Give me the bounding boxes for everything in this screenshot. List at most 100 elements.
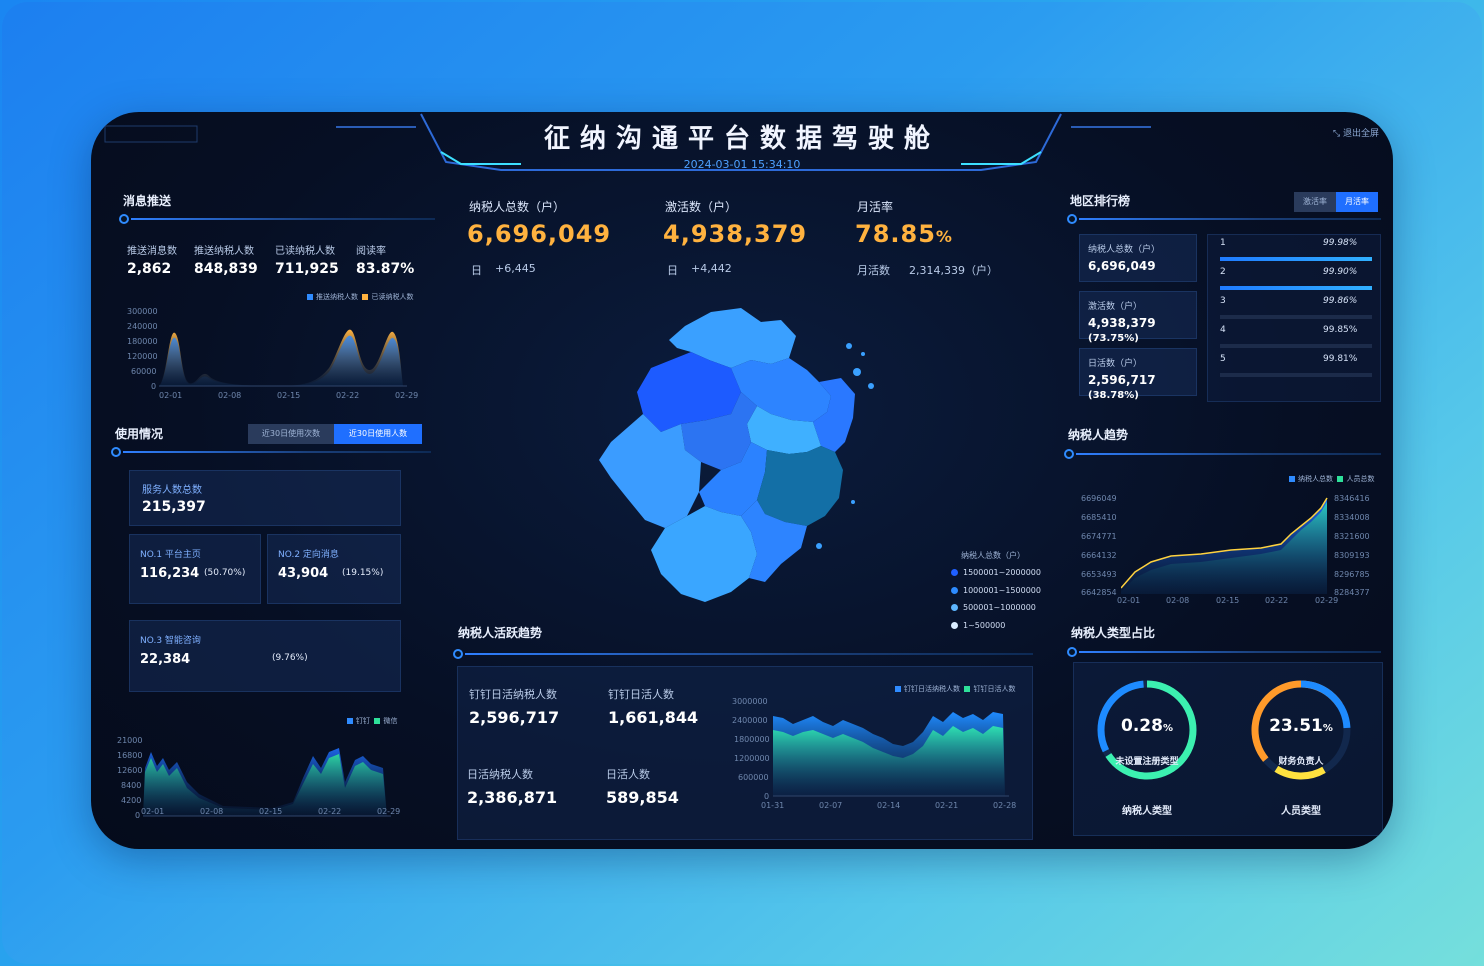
section-dot-icon: [1067, 647, 1077, 657]
section-dot-icon: [1064, 449, 1074, 459]
map-region[interactable]: [681, 392, 757, 470]
usage-chart: [143, 748, 391, 817]
tab-usage-count[interactable]: 近30日使用次数: [248, 424, 334, 444]
kpi-value: 6,696,049: [467, 220, 612, 248]
fullscreen-icon: ⤡: [1332, 129, 1343, 139]
page-title: 征纳沟通平台数据驾驶舱: [543, 124, 940, 154]
chart-legend: 纳税人总数 人员总数: [1289, 474, 1374, 484]
stat-value: 2,862: [127, 261, 172, 277]
header-decoration: [104, 113, 1151, 171]
section-dot-icon: [453, 649, 463, 659]
map-region[interactable]: [757, 446, 843, 526]
chart-legend: 钉钉日活纳税人数 钉钉日活人数: [895, 684, 1015, 694]
usage-item-card: NO.2 定向消息 43,904 (19.15%): [267, 534, 401, 604]
ring-label: 未设置注册类型: [1115, 757, 1179, 767]
stat-label: 已读纳税人数: [275, 246, 335, 257]
stat-value: 2,596,717: [469, 708, 560, 727]
rank-value: 99.90%: [1323, 267, 1358, 277]
rank-bar: [1220, 257, 1372, 261]
ring-value: 23.51%: [1269, 716, 1333, 736]
stat-value: 1,661,844: [608, 708, 699, 727]
dashboard-screen: 征纳沟通平台数据驾驶舱 2024-03-01 15:34:10 ⤡ 退出全屏 消…: [91, 112, 1393, 849]
tab-monthly-active-rate[interactable]: 月活率: [1336, 192, 1378, 212]
section-divider: [1079, 218, 1381, 220]
staff-type-ring: [1251, 680, 1351, 780]
rank-value: 99.85%: [1323, 325, 1358, 335]
ring-caption: 人员类型: [1281, 806, 1321, 817]
map-region[interactable]: [699, 442, 767, 516]
section-divider: [1076, 453, 1381, 455]
kpi-value: 4,938,379: [663, 220, 808, 248]
ring-caption: 纳税人类型: [1122, 806, 1172, 817]
province-map[interactable]: [581, 302, 901, 622]
region-card: 日活数（户） 2,596,717 (38.78%): [1079, 348, 1197, 401]
section-divider: [131, 218, 435, 220]
rank-no: 4: [1220, 325, 1226, 335]
rank-no: 5: [1220, 354, 1226, 364]
kpi-sub-prefix: 日: [667, 264, 678, 277]
rank-bar: [1220, 286, 1372, 290]
map-region[interactable]: [669, 308, 796, 368]
type-ratio-title: 纳税人类型占比: [1071, 626, 1156, 640]
message-push-title: 消息推送: [123, 194, 172, 208]
rank-value: 99.98%: [1323, 238, 1358, 248]
section-divider: [1079, 651, 1381, 653]
kpi-label: 月活率: [857, 200, 894, 214]
tab-usage-users[interactable]: 近30日使用人数: [334, 424, 422, 444]
map-legend-item: 1~500000: [951, 621, 1005, 630]
map-region[interactable]: [741, 500, 807, 582]
active-trend-title: 纳税人活跃趋势: [458, 626, 543, 640]
message-push-chart: [159, 329, 407, 387]
kpi-sub: +6,445: [495, 262, 536, 275]
section-divider: [465, 653, 1033, 655]
stat-value: 2,386,871: [467, 788, 558, 807]
stat-label: 日活人数: [606, 768, 650, 781]
chart-legend: 推送纳税人数 已读纳税人数: [307, 292, 413, 302]
ring-value: 0.28%: [1121, 716, 1173, 736]
map-legend-item: 1000001~1500000: [951, 586, 1041, 595]
region-card: 纳税人总数（户） 6,696,049: [1079, 234, 1197, 282]
exit-fullscreen-button[interactable]: ⤡ 退出全屏: [1332, 129, 1379, 139]
map-region[interactable]: [599, 414, 701, 528]
rank-no: 3: [1220, 296, 1226, 306]
taxpayer-trend-chart: [1121, 497, 1328, 594]
kpi-sub-prefix: 日: [471, 264, 482, 277]
map-legend-item: 1500001~2000000: [951, 568, 1041, 577]
kpi-sub: 2,314,339（户）: [909, 264, 998, 277]
map-region[interactable]: [651, 506, 757, 602]
kpi-sub: +4,442: [691, 262, 732, 275]
section-dot-icon: [1067, 214, 1077, 224]
map-region[interactable]: [813, 378, 855, 452]
map-legend-item: 500001~1000000: [951, 603, 1036, 612]
datetime: 2024-03-01 15:34:10: [683, 158, 801, 171]
stat-label: 日活纳税人数: [467, 768, 533, 781]
stat-value: 589,854: [606, 788, 679, 807]
stat-label: 钉钉日活纳税人数: [469, 688, 557, 701]
section-dot-icon: [111, 447, 121, 457]
section-divider: [123, 451, 431, 453]
kpi-label: 激活数（户）: [665, 200, 738, 214]
map-legend-title: 纳税人总数（户）: [961, 551, 1025, 560]
stat-label: 推送消息数: [127, 246, 177, 257]
taxpayer-type-ring: [1097, 680, 1197, 780]
stat-value: 711,925: [275, 261, 339, 277]
usage-item-card: NO.3 智能咨询 22,384 (9.76%): [129, 620, 401, 692]
chart-legend: 钉钉 微信: [347, 716, 397, 726]
kpi-value: 78.85%: [855, 220, 953, 248]
map-region[interactable]: [731, 358, 831, 422]
stat-value: 848,839: [194, 261, 258, 277]
stat-label: 推送纳税人数: [194, 246, 254, 257]
map-region[interactable]: [747, 406, 821, 454]
tab-activation-rate[interactable]: 激活率: [1294, 192, 1336, 212]
rank-value: 99.86%: [1323, 296, 1358, 306]
stat-value: 83.87%: [356, 261, 415, 277]
rank-value: 99.81%: [1323, 354, 1358, 364]
stat-label: 阅读率: [356, 246, 386, 257]
map-region[interactable]: [637, 352, 741, 432]
usage-title: 使用情况: [115, 427, 164, 441]
kpi-sub-prefix: 月活数: [857, 264, 890, 277]
taxpayer-trend-title: 纳税人趋势: [1068, 428, 1129, 442]
rank-no: 2: [1220, 267, 1226, 277]
ring-label: 财务负责人: [1278, 757, 1324, 767]
usage-item-card: NO.1 平台主页 116,234 (50.70%): [129, 534, 261, 604]
